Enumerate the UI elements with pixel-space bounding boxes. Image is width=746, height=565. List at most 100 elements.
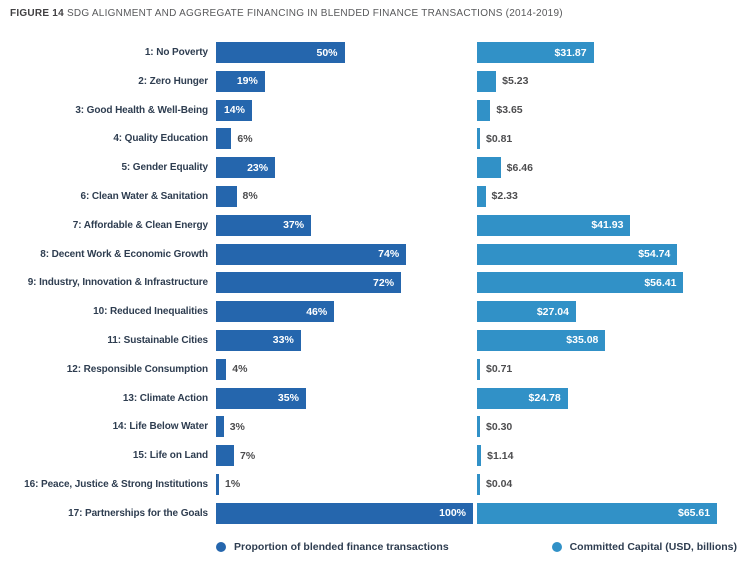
capital-bar: $24.78	[477, 387, 568, 409]
capital-bar	[477, 70, 497, 92]
value-label: 74%	[378, 248, 400, 261]
figure-title-text: SDG ALIGNMENT AND AGGREGATE FINANCING IN…	[66, 8, 563, 19]
right-bar-area: $0.04	[477, 473, 746, 495]
left-bar-area: 72%	[216, 272, 473, 294]
left-bar-area: 6%	[216, 128, 473, 150]
transactions-bar	[216, 358, 227, 380]
transactions-bar: 37%	[216, 214, 312, 236]
transactions-bar: 100%	[216, 502, 473, 524]
capital-bar	[477, 99, 491, 121]
left-bar-area: 19%	[216, 70, 473, 92]
value-label: 23%	[247, 161, 269, 174]
category-label: 8: Decent Work & Economic Growth	[40, 248, 208, 260]
value-label: $41.93	[591, 219, 624, 232]
category-label: 2: Zero Hunger	[138, 75, 208, 87]
left-bar-area: 100%	[216, 502, 473, 524]
value-label: $6.46	[506, 161, 533, 174]
capital-bar: $56.41	[477, 272, 684, 294]
right-bar-area: $35.08	[477, 329, 746, 351]
capital-bar: $27.04	[477, 301, 576, 323]
right-bar-area: $6.46	[477, 157, 746, 179]
capital-legend-swatch	[551, 541, 562, 552]
chart-row: 7: Affordable & Clean Energy 37% $41.93	[0, 214, 746, 236]
value-label: $1.14	[487, 449, 514, 462]
chart-row: 5: Gender Equality 23% $6.46	[0, 157, 746, 179]
right-bar-area: $31.87	[477, 42, 746, 63]
right-bar-area: $24.78	[477, 387, 746, 409]
left-bar-area: 3%	[216, 416, 473, 438]
value-label: $31.87	[554, 46, 587, 59]
right-bar-area: $1.14	[477, 445, 746, 467]
right-bar-area: $56.41	[477, 272, 746, 294]
right-bar-area: $54.74	[477, 243, 746, 265]
left-bar-area: 7%	[216, 445, 473, 467]
left-bar-area: 8%	[216, 185, 473, 207]
value-label: $2.33	[491, 190, 518, 203]
right-bar-area: $0.30	[477, 416, 746, 438]
capital-bar	[477, 473, 480, 495]
left-bar-area: 4%	[216, 358, 473, 380]
value-label: $27.04	[536, 305, 569, 318]
figure-title: FIGURE 14 SDG ALIGNMENT AND AGGREGATE FI…	[0, 8, 746, 19]
transactions-legend-swatch	[216, 541, 226, 552]
category-label: 5: Gender Equality	[121, 162, 208, 174]
left-bar-area: 33%	[216, 329, 473, 351]
legend-label: Proportion of blended finance transactio…	[234, 540, 449, 553]
legend-label: Committed Capital (USD, billions)	[569, 540, 737, 553]
value-label: $65.61	[678, 507, 711, 520]
capital-bar: $31.87	[477, 42, 594, 63]
sdg-bar-chart: 1: No Poverty 50% $31.87 2: Zero Hunger 19% $…	[0, 42, 746, 524]
right-bar-area: $2.33	[477, 185, 746, 207]
chart-row: 13: Climate Action 35% $24.78	[0, 387, 746, 409]
left-bar-area: 23%	[216, 157, 473, 179]
value-label: 3%	[229, 420, 245, 433]
value-label: $0.30	[486, 420, 513, 433]
chart-row: 3: Good Health & Well-Being 14% $3.65	[0, 99, 746, 121]
transactions-bar: 14%	[216, 99, 252, 121]
chart-row: 1: No Poverty 50% $31.87	[0, 42, 746, 63]
capital-bar: $65.61	[477, 502, 718, 524]
category-label: 13: Climate Action	[122, 392, 208, 404]
category-label: 12: Responsible Consumption	[66, 363, 208, 375]
capital-bar: $35.08	[477, 329, 606, 351]
value-label: 8%	[242, 190, 258, 203]
legend-item-capital: Committed Capital (USD, billions)	[551, 540, 737, 553]
left-bar-area: 14%	[216, 99, 473, 121]
value-label: $0.71	[486, 363, 513, 376]
category-label: 15: Life on Land	[132, 450, 208, 462]
right-bar-area: $0.81	[477, 128, 746, 150]
transactions-bar	[216, 473, 219, 495]
value-label: $3.65	[496, 104, 523, 117]
right-bar-area: $27.04	[477, 301, 746, 323]
value-label: 6%	[237, 132, 253, 145]
value-label: $5.23	[502, 75, 529, 88]
value-label: 4%	[232, 363, 248, 376]
chart-row: 4: Quality Education 6% $0.81	[0, 128, 746, 150]
right-bar-area: $0.71	[477, 358, 746, 380]
capital-bar	[477, 185, 486, 207]
capital-bar: $54.74	[477, 243, 678, 265]
transactions-bar: 46%	[216, 301, 335, 323]
chart-row: 12: Responsible Consumption 4% $0.71	[0, 358, 746, 380]
transactions-bar: 35%	[216, 387, 306, 409]
value-label: $56.41	[644, 276, 677, 289]
value-label: 35%	[277, 392, 299, 405]
category-label: 14: Life Below Water	[112, 421, 209, 433]
chart-row: 14: Life Below Water 3% $0.30	[0, 416, 746, 438]
value-label: 7%	[239, 449, 256, 462]
chart-row: 16: Peace, Justice & Strong Institutions…	[0, 473, 746, 495]
transactions-bar: 72%	[216, 272, 402, 294]
legend: Proportion of blended finance transactio…	[216, 541, 746, 553]
transactions-bar: 33%	[216, 329, 301, 351]
chart-row: 17: Partnerships for the Goals 100% $65.61	[0, 502, 746, 524]
transactions-bar: 50%	[216, 42, 345, 63]
transactions-bar: 23%	[216, 157, 276, 179]
transactions-bar	[216, 185, 237, 207]
left-bar-area: 1%	[216, 473, 473, 495]
category-label: 7: Affordable & Clean Energy	[72, 219, 208, 231]
category-label: 4: Quality Education	[113, 133, 208, 145]
value-label: 1%	[225, 478, 241, 491]
value-label: 14%	[223, 104, 245, 117]
capital-bar	[477, 445, 482, 467]
